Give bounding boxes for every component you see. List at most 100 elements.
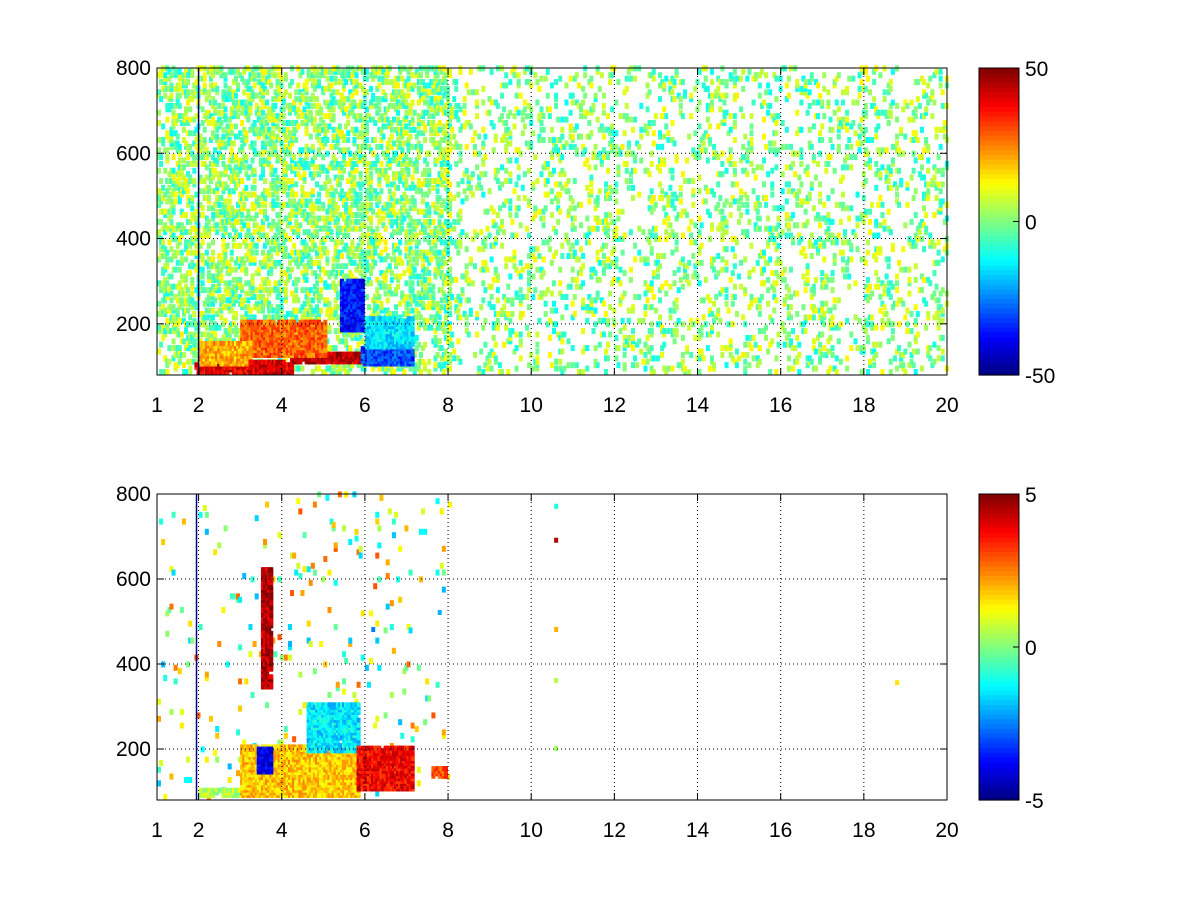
heatmap-cell xyxy=(647,89,652,96)
heatmap-cell xyxy=(190,304,195,311)
heatmap-cell xyxy=(342,338,347,345)
heatmap-cell xyxy=(406,311,411,318)
heatmap-cell xyxy=(263,119,268,126)
heatmap-cell xyxy=(425,290,430,297)
heatmap-cell xyxy=(344,68,349,75)
heatmap-cell xyxy=(260,150,265,157)
heatmap-cell xyxy=(342,75,347,82)
heatmap-cell xyxy=(290,249,295,256)
heatmap-cell xyxy=(468,123,473,130)
heatmap-cell xyxy=(362,140,367,147)
heatmap-cell xyxy=(223,143,228,150)
heatmap-cell xyxy=(470,191,475,198)
heatmap-cell xyxy=(206,150,211,157)
heatmap-cell xyxy=(558,266,563,273)
heatmap-cell xyxy=(448,273,453,280)
heatmap-cell xyxy=(394,311,398,318)
heatmap-cell xyxy=(260,143,265,150)
heatmap-cell xyxy=(591,311,596,318)
heatmap-cell xyxy=(165,249,170,256)
heatmap-cell xyxy=(192,341,197,348)
heatmap-cell xyxy=(184,273,189,280)
heatmap-cell xyxy=(616,79,621,86)
heatmap-cell xyxy=(628,266,633,273)
heatmap-cell xyxy=(254,348,259,355)
heatmap-cell xyxy=(319,72,324,79)
heatmap-cell xyxy=(362,256,367,263)
heatmap-cell xyxy=(545,177,550,184)
heatmap-cell xyxy=(342,225,347,232)
heatmap-cell xyxy=(383,283,388,290)
heatmap-cell xyxy=(163,355,168,362)
heatmap-cell xyxy=(635,140,640,147)
heatmap-cell xyxy=(603,348,608,355)
heatmap-cell xyxy=(335,290,340,297)
heatmap-cell xyxy=(221,334,226,341)
heatmap-cell xyxy=(597,85,602,92)
heatmap-cell xyxy=(177,92,182,99)
heatmap-cell xyxy=(312,205,317,212)
heatmap-cell xyxy=(414,164,419,171)
heatmap-cell xyxy=(610,106,615,113)
heatmap-cell xyxy=(227,300,232,307)
heatmap-cell xyxy=(190,198,195,205)
heatmap-cell xyxy=(200,311,205,318)
heatmap-cell xyxy=(383,225,388,232)
heatmap-cell xyxy=(425,160,430,167)
heatmap-cell xyxy=(221,293,226,300)
heatmap-cell xyxy=(238,263,243,270)
heatmap-cell xyxy=(296,113,301,120)
heatmap-cell xyxy=(487,232,492,239)
heatmap-cell xyxy=(518,259,523,266)
heatmap-cell xyxy=(290,290,295,297)
heatmap-cell xyxy=(208,177,213,184)
heatmap-cell xyxy=(418,293,423,300)
heatmap-cell xyxy=(317,290,322,297)
heatmap-cell xyxy=(593,307,598,314)
heatmap-cell xyxy=(296,205,301,212)
heatmap-cell xyxy=(369,177,374,184)
heatmap-cell xyxy=(231,79,236,86)
heatmap-cell xyxy=(468,311,473,318)
heatmap-cell xyxy=(391,338,396,345)
heatmap-cell xyxy=(248,280,253,287)
heatmap-cell xyxy=(325,150,330,157)
heatmap-cell xyxy=(227,130,232,137)
heatmap-cell xyxy=(306,229,311,236)
heatmap-cell xyxy=(252,314,257,321)
heatmap-cell xyxy=(460,198,465,205)
heatmap-cell xyxy=(641,358,646,365)
heatmap-cell xyxy=(157,229,161,236)
heatmap-cell xyxy=(304,85,309,92)
heatmap-cell xyxy=(292,307,297,314)
heatmap-cell xyxy=(608,290,613,297)
heatmap-cell xyxy=(375,276,380,283)
heatmap-cell xyxy=(631,126,635,133)
heatmap-cell xyxy=(443,89,448,96)
heatmap-cell xyxy=(204,297,209,304)
heatmap-cell xyxy=(408,126,413,133)
heatmap-cell xyxy=(306,259,311,266)
heatmap-cell xyxy=(448,324,453,331)
heatmap-cell xyxy=(236,99,240,106)
heatmap-cell xyxy=(159,177,164,184)
heatmap-cell xyxy=(570,198,575,205)
heatmap-cell xyxy=(240,75,245,82)
heatmap-cell xyxy=(574,362,579,369)
heatmap-cell xyxy=(337,123,342,130)
heatmap-cell xyxy=(595,198,600,205)
heatmap-cell xyxy=(391,311,396,318)
heatmap-cell xyxy=(443,218,448,225)
heatmap-cell xyxy=(348,89,353,96)
heatmap-cell xyxy=(516,270,521,277)
heatmap-cell xyxy=(333,239,338,246)
heatmap-cell xyxy=(624,85,629,92)
heatmap-cell xyxy=(231,154,236,161)
heatmap-cell xyxy=(402,174,407,181)
heatmap-cell xyxy=(645,235,650,242)
heatmap-cell xyxy=(425,218,430,225)
heatmap-cell xyxy=(271,102,276,109)
heatmap-cell xyxy=(337,164,342,171)
heatmap-cell xyxy=(346,331,351,338)
heatmap-cell xyxy=(543,160,548,167)
